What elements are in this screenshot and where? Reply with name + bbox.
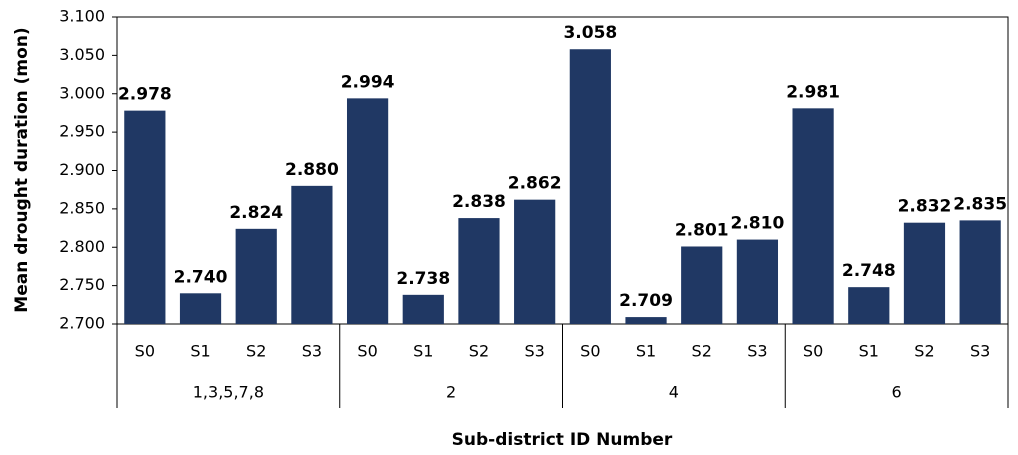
value-label: 2.838 [452,192,506,212]
x-axis-label: Sub-district ID Number [452,430,673,450]
bar [736,239,779,324]
y-tick-label: 2.700 [59,314,105,333]
y-tick-label: 2.950 [59,122,105,141]
y-tick-label: 3.050 [59,45,105,64]
x-tick-label: S3 [524,342,544,361]
x-tick-label: S1 [636,342,656,361]
x-tick-label: S0 [135,342,155,361]
x-tick-label: S3 [970,342,990,361]
x-tick-label: S0 [580,342,600,361]
value-label: 2.740 [174,267,228,287]
value-label: 2.738 [396,269,450,289]
bar [848,287,890,324]
x-tick-label: S0 [357,342,377,361]
value-label: 2.862 [508,174,562,194]
value-label: 2.994 [341,72,395,92]
bar [291,185,333,324]
x-tick-label: S0 [803,342,823,361]
bar [569,49,611,325]
y-tick-label: 2.800 [59,237,105,256]
group-label: 6 [892,383,902,402]
x-tick-label: S3 [747,342,767,361]
group-label: 4 [669,383,679,402]
x-tick-label: S2 [469,342,489,361]
x-tick-label: S3 [302,342,322,361]
x-tick-label: S1 [413,342,433,361]
bar [179,293,222,324]
value-label: 2.748 [842,261,896,281]
y-tick-label: 2.900 [59,160,105,179]
value-label: 2.981 [786,82,840,102]
group-label: 2 [446,383,456,402]
group-label: 1,3,5,7,8 [193,383,264,402]
x-tick-label: S1 [859,342,879,361]
bar [625,317,667,324]
y-tick-label: 2.850 [59,198,105,217]
bar [903,222,946,324]
x-tick-label: S2 [246,342,266,361]
x-tick-label: S1 [190,342,210,361]
bar [235,228,277,324]
bar [959,220,1001,324]
value-label: 2.880 [285,160,339,180]
value-label: 2.810 [731,214,785,234]
bar [124,110,166,324]
value-label: 3.058 [563,23,617,43]
y-tick-label: 3.000 [59,83,105,102]
bar [402,294,444,324]
y-axis-label: Mean drought duration (mon) [12,27,32,312]
value-label: 2.832 [898,197,952,217]
value-label: 2.801 [675,220,729,240]
value-label: 2.835 [953,194,1007,214]
bar [681,246,723,324]
bar [792,108,834,325]
y-tick-label: 2.750 [59,275,105,294]
bar [514,199,556,324]
value-label: 2.709 [619,291,673,311]
x-tick-label: S2 [914,342,934,361]
value-label: 2.978 [118,85,172,105]
bar [458,218,500,324]
x-tick-label: S2 [692,342,712,361]
value-label: 2.824 [229,203,283,223]
y-tick-label: 3.100 [59,7,105,26]
bar [346,98,389,324]
